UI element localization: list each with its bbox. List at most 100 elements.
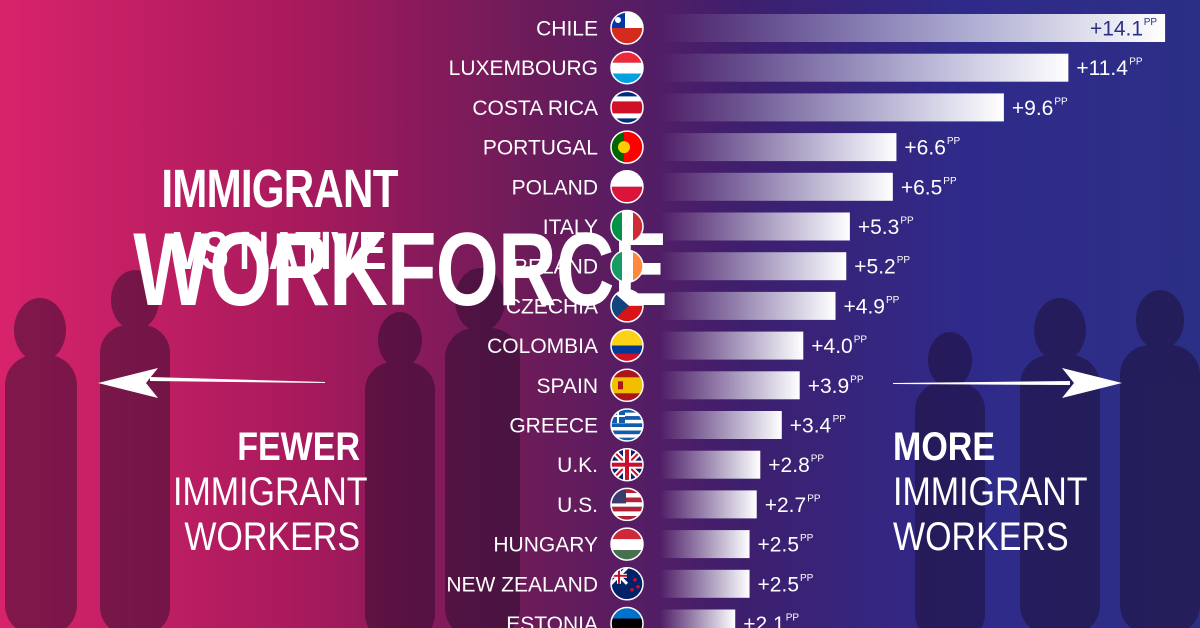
value-unit: PP (1144, 17, 1158, 28)
country-label: ITALY (543, 216, 598, 239)
bar-row-new-zealand: NEW ZEALAND +2.5 PP (446, 567, 814, 601)
colombia-flag-icon (610, 328, 644, 363)
value-label: +9.6 (1012, 97, 1053, 120)
right-arrow-icon (893, 368, 1122, 398)
spain-flag-icon (610, 368, 644, 403)
bar-row-colombia: COLOMBIA +4.0 PP (487, 328, 868, 363)
country-label: COLOMBIA (487, 335, 598, 358)
bar-row-u-s: U.S. +2.7 PP (557, 487, 821, 522)
hungary-flag-icon (610, 527, 644, 561)
value-label: +14.1 (1090, 18, 1143, 41)
fewer-immigrant-workers-label: FEWER IMMIGRANT WORKERS (173, 425, 368, 560)
bar (660, 331, 804, 360)
bar-row-greece: GREECE +3.4 PP (509, 408, 847, 442)
bar (660, 450, 761, 479)
value-label: +4.0 (811, 335, 852, 358)
bar (660, 212, 850, 241)
country-label: NEW ZEALAND (446, 573, 598, 596)
bar-row-u-k: U.K. +2.8 PP (557, 447, 825, 482)
chile-flag-icon (610, 11, 644, 45)
bar (660, 133, 897, 162)
country-label: POLAND (512, 176, 598, 199)
value-label: +2.5 (758, 573, 799, 596)
left-label-line-2: IMMIGRANT (173, 470, 368, 514)
us-flag-icon (610, 487, 644, 522)
value-label: +3.4 (790, 415, 832, 438)
country-label: COSTA RICA (472, 97, 598, 120)
bar (660, 609, 736, 628)
value-unit: PP (850, 374, 864, 385)
country-label: HUNGARY (493, 534, 598, 557)
value-unit: PP (897, 255, 911, 266)
title-line-1: IMMIGRANT VS NATIVE (161, 159, 398, 281)
country-label: CZECHIA (506, 295, 598, 318)
value-unit: PP (807, 493, 821, 504)
bar-row-italy: ITALY +5.3 PP (543, 209, 914, 244)
left-label-line-3: WORKERS (184, 515, 360, 559)
bar (660, 252, 847, 281)
bar (660, 530, 750, 559)
country-label: IRELAND (507, 256, 598, 279)
value-unit: PP (833, 414, 847, 425)
czechia-flag-icon (610, 289, 644, 323)
value-label: +4.9 (844, 295, 885, 318)
value-unit: PP (1129, 57, 1143, 68)
bar-row-poland: POLAND +6.5 PP (512, 170, 957, 204)
bar-row-estonia: ESTONIA +2.1 PP (506, 606, 800, 628)
bar-row-costa-rica: COSTA RICA +9.6 PP (472, 90, 1068, 125)
value-unit: PP (854, 335, 868, 346)
right-label-line-1: MORE (893, 425, 995, 469)
value-unit: PP (886, 295, 900, 306)
poland-flag-icon (610, 170, 644, 204)
value-unit: PP (1054, 96, 1068, 107)
value-label: +2.8 (768, 454, 809, 477)
value-unit: PP (947, 136, 961, 147)
value-label: +6.5 (901, 176, 942, 199)
value-label: +2.1 (743, 613, 784, 628)
country-label: PORTUGAL (483, 137, 598, 160)
bar (660, 14, 1166, 42)
bar (660, 53, 1069, 82)
bar (660, 411, 782, 439)
bar-row-czechia: CZECHIA +4.9 PP (506, 289, 900, 323)
country-label: U.S. (557, 494, 598, 517)
bar (660, 172, 893, 201)
new-zealand-flag-icon (610, 567, 644, 601)
ireland-flag-icon (610, 249, 644, 283)
uk-flag-icon (610, 447, 644, 482)
value-unit: PP (943, 176, 957, 187)
country-label: ESTONIA (506, 613, 598, 628)
right-label-line-3: WORKERS (893, 515, 1069, 559)
greece-flag-icon (610, 408, 644, 442)
bar (660, 569, 750, 598)
value-unit: PP (786, 613, 800, 624)
bar-row-chile: CHILE +14.1 PP (536, 11, 1166, 45)
left-arrow-icon (98, 368, 325, 398)
bar-row-ireland: IRELAND +5.2 PP (507, 249, 911, 283)
country-label: GREECE (509, 415, 598, 438)
value-unit: PP (800, 573, 814, 584)
right-label-line-2: IMMIGRANT (893, 470, 1088, 514)
value-label: +3.9 (808, 375, 849, 398)
country-label: CHILE (536, 18, 598, 41)
value-unit: PP (811, 454, 825, 465)
bar (660, 371, 800, 400)
costa-rica-flag-icon (610, 90, 644, 125)
value-label: +5.3 (858, 216, 899, 239)
left-label-line-1: FEWER (237, 425, 360, 469)
more-immigrant-workers-label: MORE IMMIGRANT WORKERS (893, 425, 1088, 560)
value-unit: PP (900, 216, 914, 227)
luxembourg-flag-icon (610, 50, 644, 85)
bar-row-luxembourg: LUXEMBOURG +11.4 PP (449, 50, 1143, 85)
value-unit: PP (800, 533, 814, 544)
bar-row-portugal: PORTUGAL +6.6 PP (483, 130, 961, 164)
bar (660, 291, 836, 320)
bar (660, 490, 757, 519)
value-label: +2.5 (758, 534, 799, 557)
value-label: +5.2 (854, 256, 895, 279)
country-label: LUXEMBOURG (449, 57, 598, 80)
estonia-flag-icon (610, 606, 644, 628)
